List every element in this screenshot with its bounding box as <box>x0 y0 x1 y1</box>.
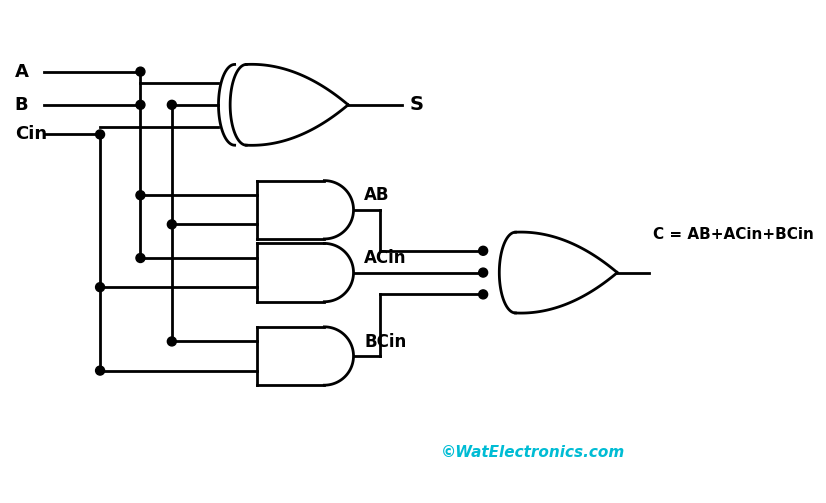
Circle shape <box>168 100 176 109</box>
Text: S: S <box>409 96 423 114</box>
Circle shape <box>96 366 105 375</box>
Circle shape <box>478 268 487 277</box>
Circle shape <box>478 290 487 299</box>
Circle shape <box>96 283 105 292</box>
Circle shape <box>136 67 145 76</box>
Text: A: A <box>15 63 29 80</box>
Text: Cin: Cin <box>15 125 47 143</box>
Circle shape <box>168 337 176 346</box>
Circle shape <box>478 246 487 255</box>
Circle shape <box>168 220 176 229</box>
Text: ACin: ACin <box>364 249 406 267</box>
Circle shape <box>96 130 105 139</box>
Circle shape <box>136 254 145 263</box>
Circle shape <box>136 191 145 200</box>
Text: B: B <box>15 96 28 114</box>
Text: BCin: BCin <box>364 332 406 351</box>
Text: C = AB+ACin+BCin: C = AB+ACin+BCin <box>653 227 814 242</box>
Text: ©WatElectronics.com: ©WatElectronics.com <box>441 445 625 460</box>
Text: AB: AB <box>364 187 390 204</box>
Circle shape <box>136 100 145 109</box>
